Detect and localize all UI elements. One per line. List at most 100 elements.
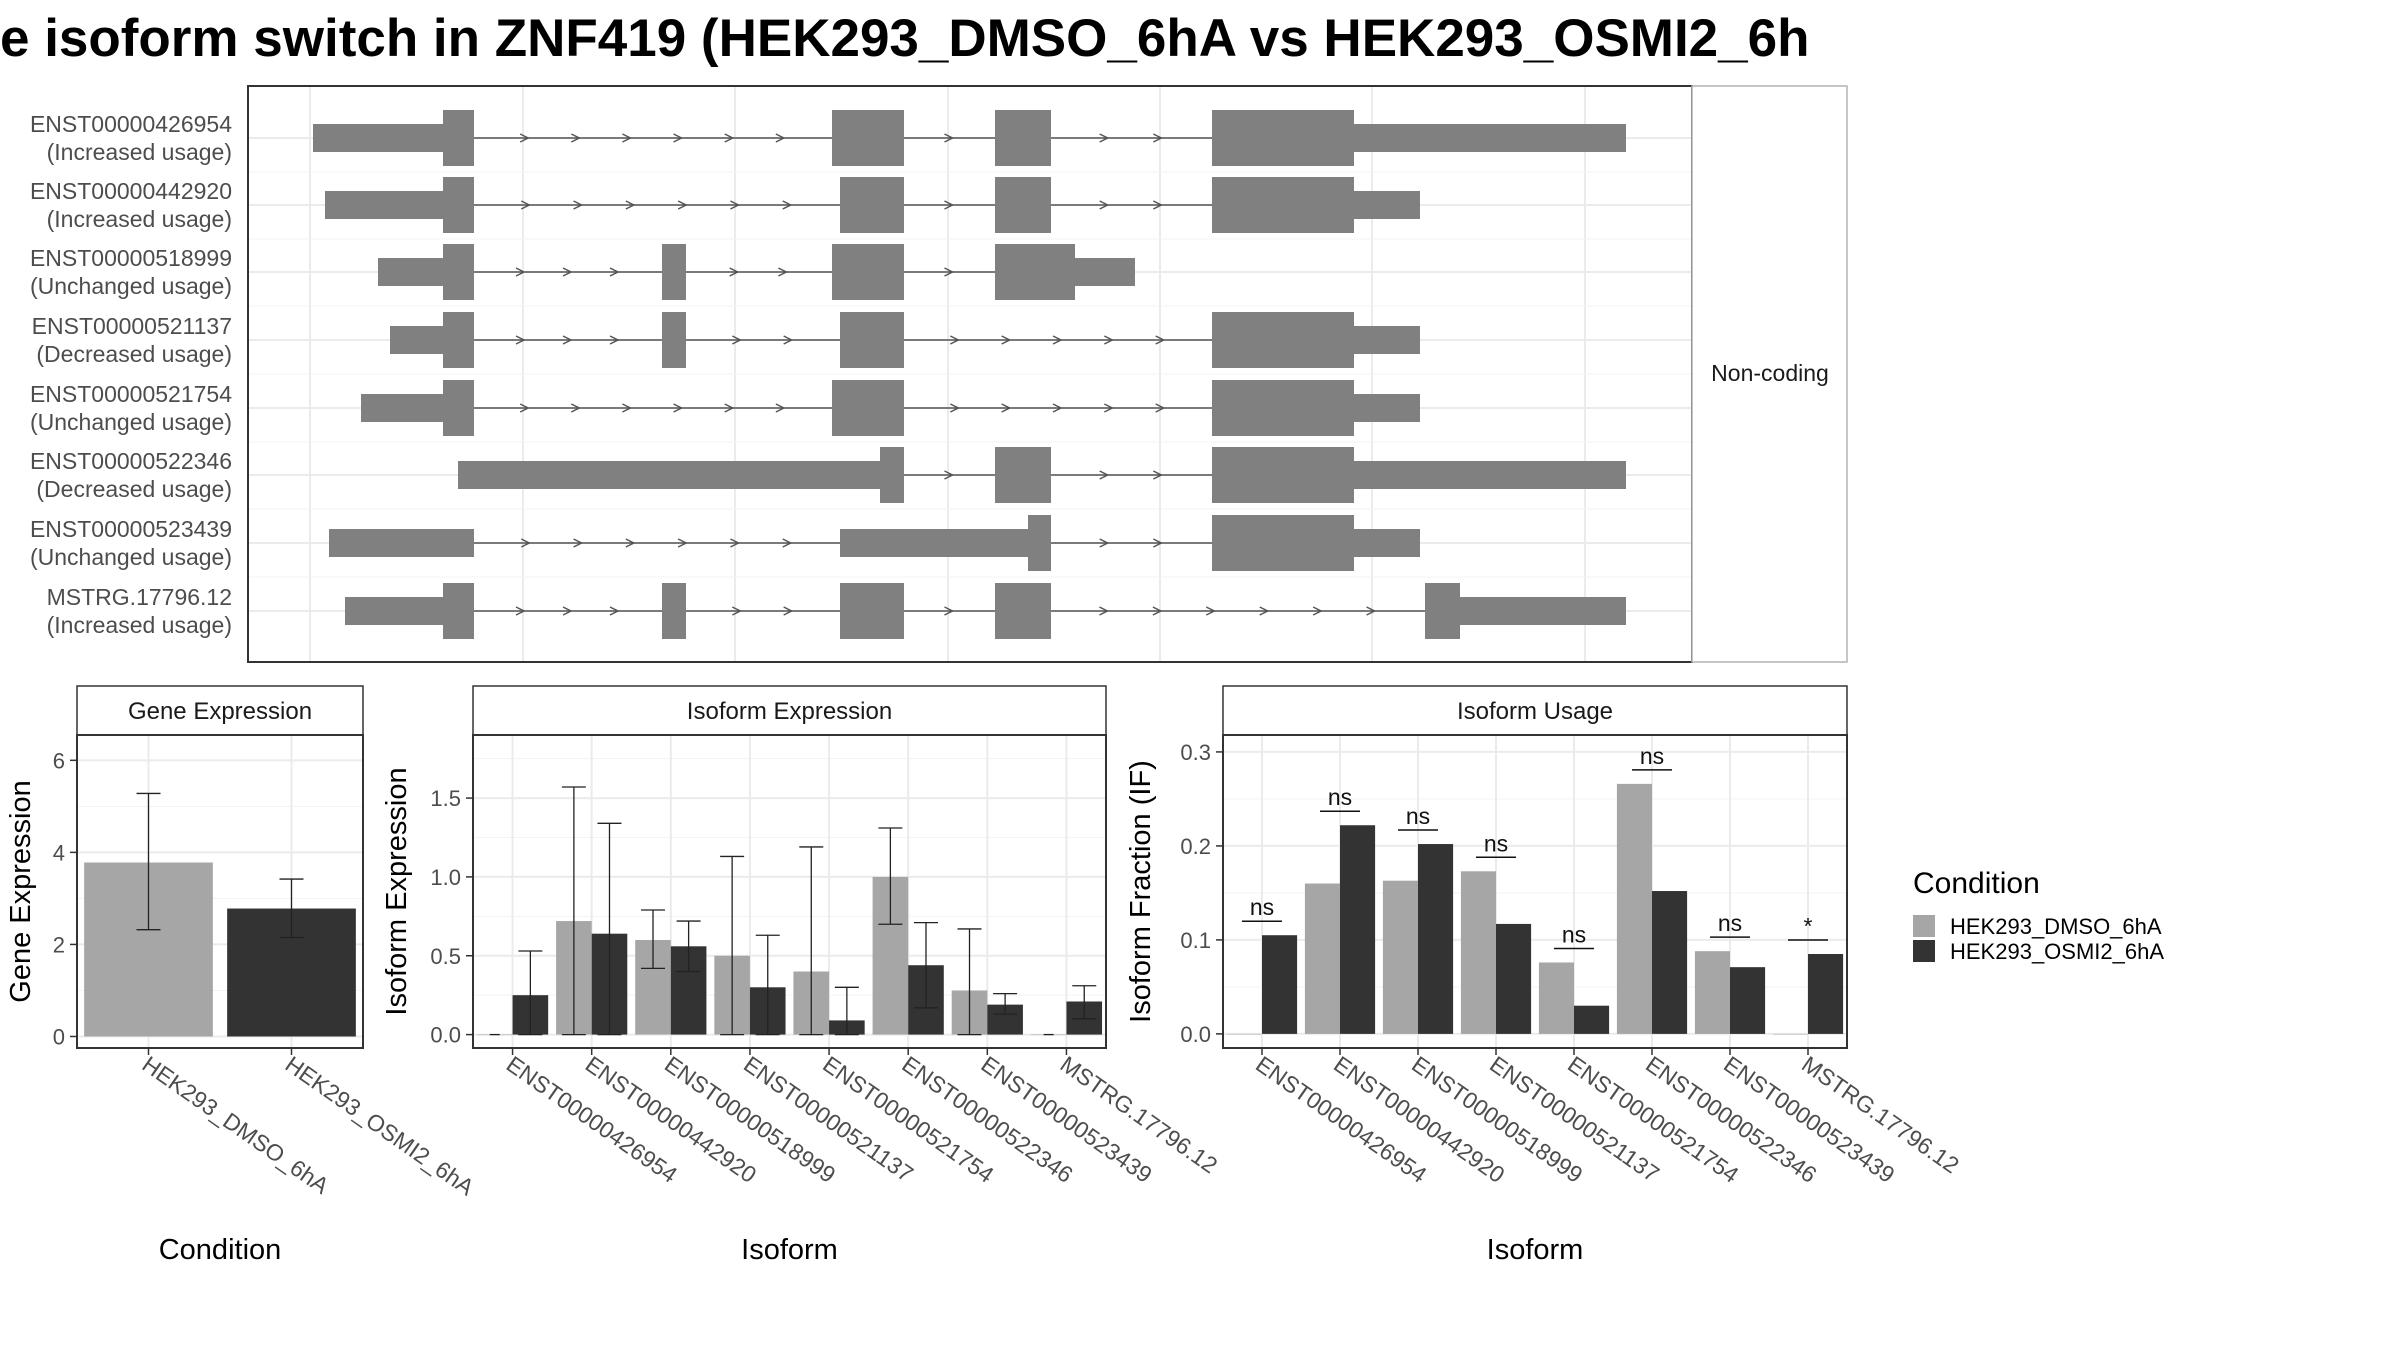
bar	[1304, 883, 1340, 1034]
intron-arrow	[573, 538, 584, 548]
intron-arrow	[673, 133, 684, 143]
intron-arrow	[1103, 403, 1115, 413]
exon-block	[995, 244, 1075, 300]
intron-arrow	[625, 200, 636, 210]
intron-arrow	[730, 538, 741, 548]
transcript-usage-label: (Unchanged usage)	[30, 544, 232, 570]
panel-title: Isoform Usage	[1457, 698, 1613, 725]
exon-block	[995, 177, 1051, 233]
intron-arrow	[1052, 403, 1063, 413]
transcript-usage-label: (Increased usage)	[47, 206, 232, 232]
panel-title: Gene Expression	[128, 698, 312, 725]
legend-label: HEK293_OSMI2_6hA	[1950, 939, 2164, 964]
exon-block	[840, 312, 904, 368]
significance-label: ns	[1250, 894, 1274, 920]
strip-label-noncoding: Non-coding	[1711, 360, 1829, 386]
intron-arrow	[775, 403, 786, 413]
exon-block	[832, 110, 904, 166]
intron-arrow	[515, 606, 526, 616]
exon-block	[1212, 515, 1354, 571]
exon-block	[995, 583, 1051, 639]
y-axis-title: Gene Expression	[5, 780, 37, 1002]
intron-arrow	[730, 200, 741, 210]
intron-arrow	[1001, 403, 1012, 413]
intron-arrow	[1152, 606, 1163, 616]
y-tick-label: 0	[53, 1024, 65, 1049]
intron-arrow	[1152, 538, 1164, 548]
bar	[1340, 825, 1376, 1034]
intron-arrow	[775, 133, 786, 143]
bar	[1772, 1033, 1808, 1035]
transcript-id-label: ENST00000522346	[30, 448, 232, 474]
exon-block	[832, 380, 904, 436]
significance-label: ns	[1406, 803, 1430, 829]
bar	[1382, 880, 1418, 1034]
exon-block	[378, 258, 443, 286]
exon-block	[1354, 461, 1626, 489]
exon-block	[1354, 191, 1420, 219]
exon-block	[443, 380, 474, 436]
exon-block	[329, 529, 474, 557]
intron-arrow	[609, 335, 620, 345]
intron-arrow	[562, 606, 573, 616]
panel-strip	[472, 685, 1107, 736]
intron-arrow	[519, 403, 530, 413]
intron-arrow	[783, 606, 794, 616]
intron-arrow	[1099, 470, 1110, 480]
bar	[1652, 891, 1688, 1034]
transcript-id-label: ENST00000523439	[30, 516, 232, 542]
figure-title: e isoform switch in ZNF419 (HEK293_DMSO_…	[0, 9, 1810, 68]
exon-block	[361, 394, 443, 422]
intron-arrow	[731, 335, 743, 345]
intron-arrow	[777, 267, 789, 277]
intron-arrow	[949, 335, 961, 345]
transcript-usage-label: (Increased usage)	[47, 612, 232, 638]
y-tick-label: 0.3	[1180, 740, 1211, 765]
y-tick-label: 6	[53, 748, 65, 773]
exon-block	[443, 312, 474, 368]
intron-arrow	[515, 335, 526, 345]
intron-arrow	[1152, 200, 1164, 210]
intron-arrow	[1152, 133, 1164, 143]
intron-arrow	[515, 267, 526, 277]
intron-arrow	[570, 133, 581, 143]
bar	[1694, 951, 1730, 1034]
intron-arrow	[625, 538, 636, 548]
significance-label: *	[1804, 913, 1813, 939]
exon-block	[1212, 177, 1354, 233]
y-tick-label: 0.0	[430, 1023, 461, 1048]
intron-arrow	[622, 403, 633, 413]
y-tick-label: 1.0	[430, 865, 461, 890]
y-axis-title: Isoform Fraction (IF)	[1125, 760, 1157, 1023]
exon-block	[325, 191, 443, 219]
significance-label: ns	[1640, 743, 1664, 769]
intron-arrow	[1099, 200, 1110, 210]
exon-block	[1425, 583, 1460, 639]
exon-block	[1212, 312, 1354, 368]
intron-arrow	[520, 200, 531, 210]
intron-arrow	[622, 133, 633, 143]
significance-label: ns	[1484, 830, 1508, 856]
bar	[1226, 1033, 1262, 1035]
exon-block	[840, 529, 1028, 557]
panel-frame	[472, 734, 1107, 1049]
significance-label: ns	[1328, 784, 1352, 810]
y-tick-label: 0.5	[430, 944, 461, 969]
intron-arrow	[724, 403, 735, 413]
intron-arrow	[1001, 335, 1012, 345]
intron-arrow	[782, 538, 793, 548]
panel-strip	[1222, 685, 1848, 736]
significance-label: ns	[1562, 921, 1586, 947]
intron-arrow	[1103, 335, 1115, 345]
intron-arrow	[731, 606, 743, 616]
intron-arrow	[944, 133, 955, 143]
intron-arrow	[677, 538, 688, 548]
exon-block	[1354, 394, 1420, 422]
transcript-id-label: ENST00000521754	[30, 381, 232, 407]
intron-arrow	[949, 403, 961, 413]
y-tick-label: 0.0	[1180, 1022, 1211, 1047]
exon-block	[880, 447, 904, 503]
exon-block	[458, 461, 880, 489]
exon-block	[1212, 110, 1354, 166]
